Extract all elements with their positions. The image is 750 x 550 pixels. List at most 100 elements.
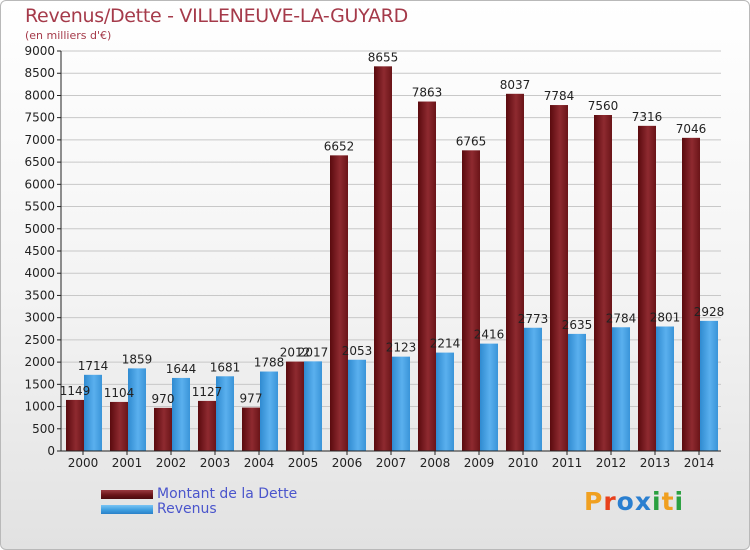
legend-label-revenus: Revenus xyxy=(157,501,217,517)
bar-debt xyxy=(66,399,84,451)
y-tick-label: 7500 xyxy=(24,111,55,125)
bar-debt xyxy=(638,125,656,451)
bar-revenus xyxy=(568,333,586,451)
x-tick-label: 2002 xyxy=(156,456,187,470)
logo-letter: i xyxy=(652,487,662,516)
bar-debt xyxy=(506,93,524,452)
y-tick-label: 1000 xyxy=(24,400,55,414)
logo-letter: i xyxy=(674,487,685,516)
bar-revenus xyxy=(128,368,146,451)
legend-swatch-debt xyxy=(101,490,153,499)
data-label-revenus: 1859 xyxy=(122,352,153,366)
bar-revenus xyxy=(304,361,322,451)
x-tick-label: 2001 xyxy=(112,456,143,470)
data-label-debt: 1104 xyxy=(104,386,135,400)
bar-debt xyxy=(418,101,436,452)
x-tick-label: 2012 xyxy=(596,456,627,470)
legend-swatch-revenus xyxy=(101,505,153,514)
data-label-revenus: 1681 xyxy=(210,360,241,374)
bar-debt xyxy=(286,361,304,451)
data-label-debt: 6765 xyxy=(456,134,487,148)
y-tick-label: 5000 xyxy=(24,222,55,236)
logo-letter: r xyxy=(603,487,617,516)
bar-revenus xyxy=(392,356,410,451)
data-label-debt: 977 xyxy=(240,392,263,406)
legend: Montant de la Dette Revenus xyxy=(101,486,361,517)
bar-revenus xyxy=(480,343,498,451)
legend-label-debt: Montant de la Dette xyxy=(157,486,298,502)
logo-letter: x xyxy=(634,487,652,516)
data-label-debt: 7784 xyxy=(544,89,575,103)
y-tick-label: 6500 xyxy=(24,155,55,169)
data-label-revenus: 2416 xyxy=(474,328,505,342)
data-label-revenus: 2928 xyxy=(694,305,725,319)
bar-revenus xyxy=(260,371,278,451)
data-label-revenus: 2635 xyxy=(562,318,593,332)
x-tick-label: 2011 xyxy=(552,456,583,470)
x-tick-label: 2000 xyxy=(68,456,99,470)
data-label-debt: 7046 xyxy=(676,122,707,136)
x-tick-label: 2008 xyxy=(420,456,451,470)
bar-revenus xyxy=(216,376,234,451)
y-tick-label: 3500 xyxy=(24,288,55,302)
x-tick-label: 2004 xyxy=(244,456,275,470)
y-tick-label: 6000 xyxy=(24,177,55,191)
data-label-revenus: 2053 xyxy=(342,344,373,358)
y-tick-label: 2000 xyxy=(24,355,55,369)
data-label-debt: 7863 xyxy=(412,86,443,100)
data-label-revenus: 2784 xyxy=(606,311,637,325)
bar-debt xyxy=(198,400,216,451)
data-label-debt: 8655 xyxy=(368,50,399,64)
legend-item-debt: Montant de la Dette xyxy=(101,486,361,502)
data-label-revenus: 1788 xyxy=(254,356,285,370)
y-tick-label: 8000 xyxy=(24,88,55,102)
x-tick-label: 2009 xyxy=(464,456,495,470)
proxiti-logo: Proxiti xyxy=(584,487,684,516)
chart-title: Revenus/Dette - VILLENEUVE-LA-GUYARD xyxy=(25,5,408,27)
data-label-revenus: 2214 xyxy=(430,337,461,351)
data-label-revenus: 1714 xyxy=(78,359,109,373)
y-tick-label: 0 xyxy=(47,444,55,458)
data-label-revenus: 1644 xyxy=(166,362,197,376)
bar-debt xyxy=(594,115,612,451)
logo-letter: P xyxy=(584,487,604,516)
data-label-revenus: 2123 xyxy=(386,341,417,355)
bar-chart: 0 500 1000 1500 2000 2500 3000 3500 4000 4500 5000… xyxy=(24,44,725,470)
bar-revenus xyxy=(172,377,190,451)
bar-revenus xyxy=(436,352,454,451)
chart-subtitle: (en milliers d'€) xyxy=(25,29,112,42)
legend-item-revenus: Revenus xyxy=(101,501,361,517)
y-tick-label: 4000 xyxy=(24,266,55,280)
y-tick-label: 4500 xyxy=(24,244,55,258)
bar-debt xyxy=(110,401,128,451)
x-tick-label: 2007 xyxy=(376,456,407,470)
data-label-debt: 7316 xyxy=(632,110,663,124)
y-tick-label: 2500 xyxy=(24,333,55,347)
logo-letter: o xyxy=(616,487,635,516)
y-tick-label: 7000 xyxy=(24,133,55,147)
x-tick-label: 2010 xyxy=(508,456,539,470)
data-label-debt: 7560 xyxy=(588,99,619,113)
bar-debt xyxy=(330,155,348,451)
y-tick-label: 3000 xyxy=(24,311,55,325)
data-label-debt: 8037 xyxy=(500,78,531,92)
data-label-debt: 2012 xyxy=(280,346,311,360)
bar-debt xyxy=(242,407,260,451)
bar-debt xyxy=(374,66,392,451)
data-label-revenus: 2017 xyxy=(298,345,329,359)
bar-debt xyxy=(682,137,700,451)
y-tick-label: 1500 xyxy=(24,377,55,391)
data-label-debt: 970 xyxy=(152,392,175,406)
bar-revenus xyxy=(524,327,542,451)
bar-revenus xyxy=(348,359,366,451)
data-label-debt: 6652 xyxy=(324,139,355,153)
logo-letter: t xyxy=(661,487,675,516)
x-tick-label: 2014 xyxy=(684,456,715,470)
bar-debt xyxy=(462,150,480,452)
y-tick-label: 8500 xyxy=(24,66,55,80)
y-tick-label: 5500 xyxy=(24,200,55,214)
x-tick-label: 2006 xyxy=(332,456,363,470)
data-label-revenus: 2773 xyxy=(518,312,549,326)
y-tick-label: 9000 xyxy=(24,44,55,58)
